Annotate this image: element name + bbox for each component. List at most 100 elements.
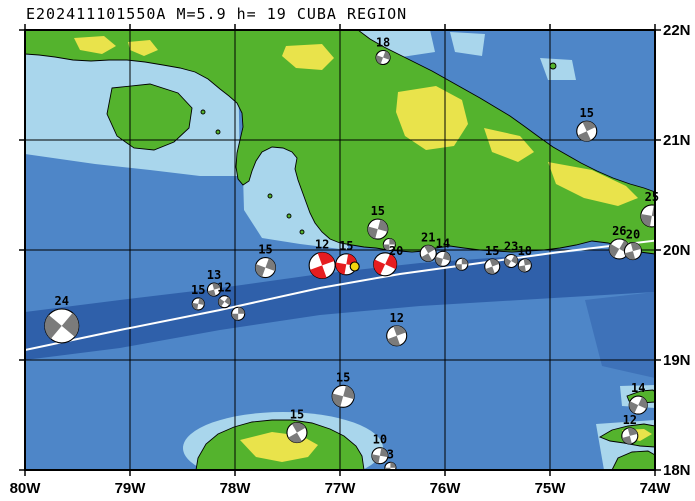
highland-west-cuba-1 — [74, 36, 116, 54]
beachball-quadrants — [518, 258, 532, 272]
latitude-label: 21N — [663, 132, 691, 149]
focal-mechanism — [621, 427, 639, 445]
focal-mechanism — [434, 250, 451, 267]
beachball-quadrants — [192, 297, 205, 310]
latitude-label: 20N — [663, 242, 691, 259]
beachball-quadrants — [367, 219, 388, 239]
beachball-quadrants — [371, 447, 388, 464]
beachball-quadrants — [485, 259, 500, 274]
focal-mechanism — [349, 261, 360, 272]
depth-label: 15 — [485, 244, 499, 258]
isla-de-la-juventud — [106, 83, 193, 151]
longitude-label: 77W — [325, 480, 357, 497]
beachball-quadrants — [44, 312, 79, 339]
longitude-label: 75W — [535, 480, 567, 497]
depth-label: 20 — [626, 228, 640, 242]
focal-mechanism — [640, 204, 655, 228]
depth-label: 13 — [207, 268, 221, 282]
depth-label: 12 — [389, 311, 403, 325]
beachball-quadrants — [309, 252, 335, 279]
depth-label: 12 — [623, 413, 637, 427]
beachball-quadrants — [435, 251, 451, 267]
depth-label: 15 — [191, 283, 205, 297]
plate-boundary-layer — [25, 239, 655, 351]
focal-mechanism — [206, 282, 222, 297]
focal-mechanisms-layer — [44, 49, 655, 470]
depth-label: 3 — [387, 447, 394, 461]
longitude-label: 79W — [115, 480, 147, 497]
focal-mechanism — [386, 325, 408, 347]
focal-mechanism — [44, 308, 80, 344]
longitude-label: 78W — [220, 480, 252, 497]
depth-label: 12 — [217, 281, 231, 295]
focal-mechanism — [217, 295, 232, 309]
beachball-quadrants — [255, 258, 276, 277]
highland-central-cuba — [396, 86, 468, 150]
depth-label: 25 — [645, 190, 659, 204]
depth-label: 12 — [315, 237, 329, 251]
latitude-label: 22N — [663, 22, 691, 39]
beachball-quadrants — [455, 258, 468, 271]
depth-label: 18 — [376, 36, 390, 50]
beachball-quadrants — [207, 283, 221, 297]
longitude-label: 76W — [430, 480, 462, 497]
depth-label: 15 — [339, 239, 353, 253]
windward-passage-deep — [585, 292, 655, 378]
focal-mechanism — [373, 252, 398, 277]
depth-label: 21 — [421, 230, 435, 244]
beachball-quadrants — [288, 422, 306, 443]
bahamas-bank — [540, 58, 576, 80]
focal-mechanism — [382, 237, 396, 252]
beachball-quadrants — [622, 427, 638, 444]
latitude-label: 19N — [663, 352, 691, 369]
focal-mechanism — [384, 461, 397, 470]
beachball-quadrants — [624, 242, 642, 260]
bahamas-island — [549, 62, 557, 70]
beachball-quadrants — [218, 296, 231, 307]
focal-mechanism — [254, 257, 277, 279]
depth-label: 15 — [580, 106, 594, 120]
axis-labels-layer: 80W 79W 78W 77W 76W 75W 74W 22N 21N 20N 19N 18N — [10, 22, 691, 497]
focal-mechanism — [367, 218, 389, 240]
cay-2 — [215, 129, 221, 135]
longitude-label: 74W — [640, 480, 672, 497]
beachball-quadrants — [421, 245, 436, 262]
focal-mechanism — [455, 257, 469, 271]
focal-mechanism — [371, 447, 389, 465]
beachball-quadrants — [231, 307, 245, 321]
cay-3 — [267, 193, 273, 199]
cay-1 — [200, 109, 206, 115]
focal-mechanism — [331, 384, 355, 408]
north-coast-bank-1 — [355, 30, 435, 58]
focal-mechanism — [375, 49, 391, 66]
focal-mechanism — [191, 297, 205, 311]
focal-mechanism — [484, 258, 501, 275]
depth-label: 14 — [631, 381, 645, 395]
beachball-quadrants — [332, 385, 355, 407]
beachball-quadrants — [504, 255, 518, 267]
depth-label: 20 — [389, 244, 403, 258]
beachball-quadrants — [640, 205, 655, 227]
plot-title: E202411101550A M=5.9 h= 19 CUBA REGION — [26, 5, 408, 23]
depth-label: 15 — [336, 370, 350, 384]
focal-mechanism — [419, 244, 437, 262]
highland-west-cuba-2 — [128, 40, 158, 56]
beachball-quadrants — [376, 50, 391, 65]
depth-label: 24 — [55, 294, 69, 308]
focal-mechanism — [628, 395, 648, 415]
beachball-quadrants — [609, 240, 630, 258]
plate-boundary-line — [25, 239, 655, 351]
beachball-quadrants — [373, 253, 397, 275]
focal-mechanism — [517, 258, 532, 273]
haiti-corner-landmass — [611, 450, 655, 470]
depth-label: 15 — [258, 243, 272, 257]
cay-5 — [299, 229, 305, 235]
sierra-maestra-highland — [548, 162, 638, 206]
focal-mechanism — [231, 306, 246, 321]
depth-label: 26 — [612, 224, 626, 238]
longitude-label: 80W — [10, 480, 42, 497]
beachball-quadrants — [383, 238, 396, 251]
depth-label: 15 — [290, 408, 304, 422]
